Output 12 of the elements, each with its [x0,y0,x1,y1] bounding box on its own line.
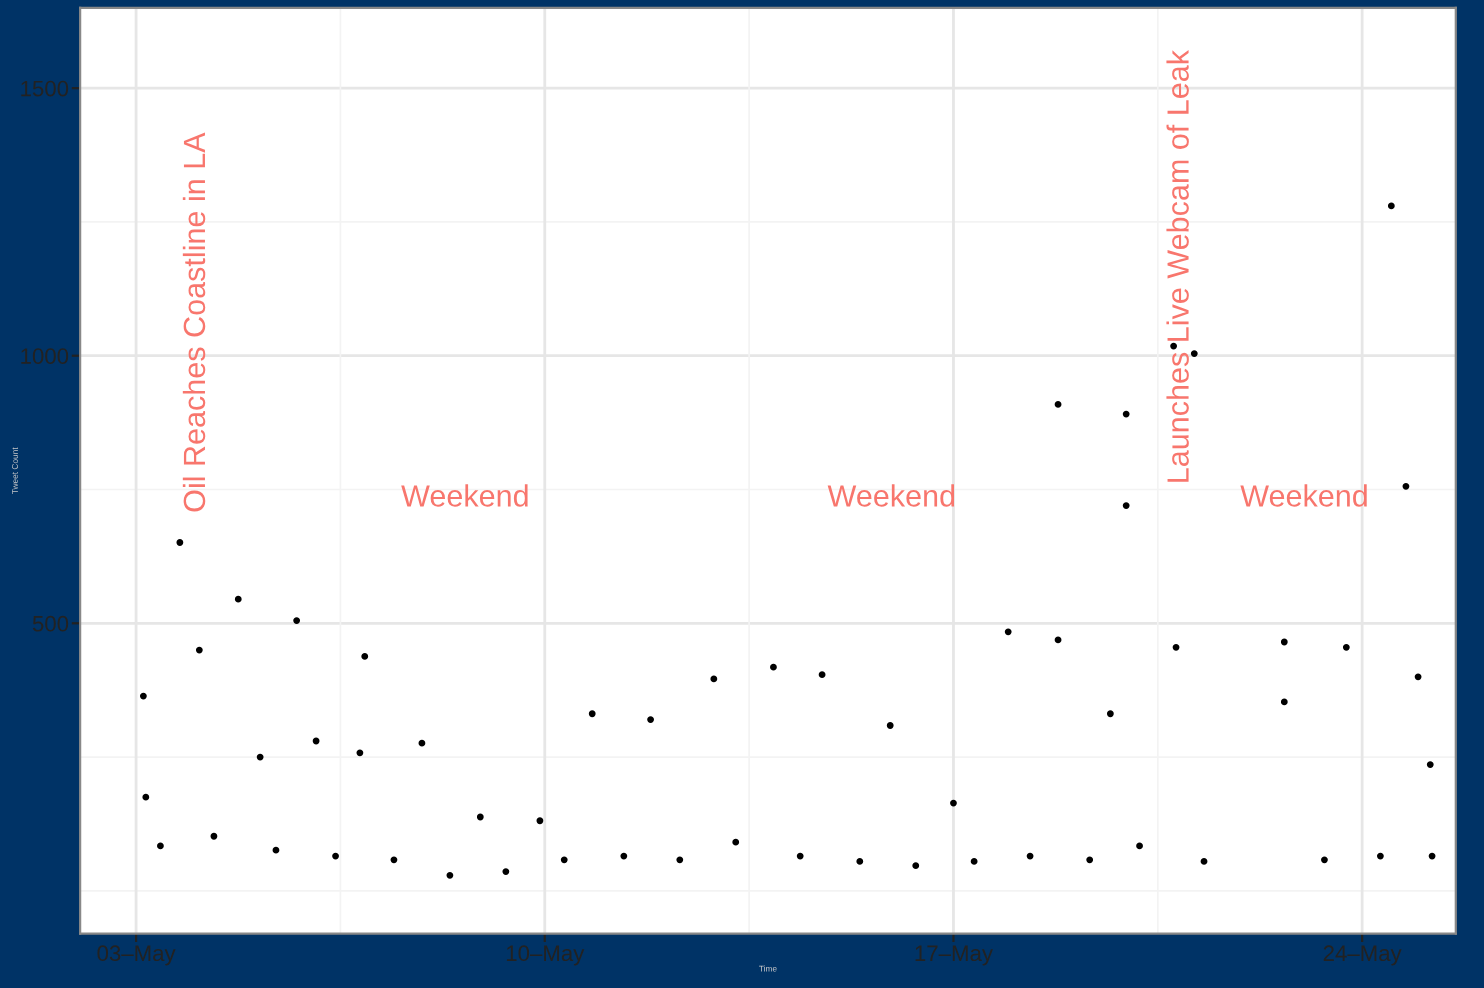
y-tick-label: 500 [32,615,69,632]
x-tick-label: 17–May [915,945,993,966]
x-tick-label: 24–May [1323,945,1402,966]
annotation: Weekend [1240,484,1367,507]
annotation: Weekend [401,484,528,507]
annotation: Oil Reaches Coastline in LA [182,132,206,512]
annotation: Launches Live Webcam of Leak [1166,49,1189,482]
x-tick-label: 03–May [97,945,176,966]
x-tick-label: 10–May [506,945,585,966]
y-tick-label: 1000 [21,348,69,364]
annotation: Weekend [827,484,955,507]
y-tick-label: 1500 [21,80,69,97]
